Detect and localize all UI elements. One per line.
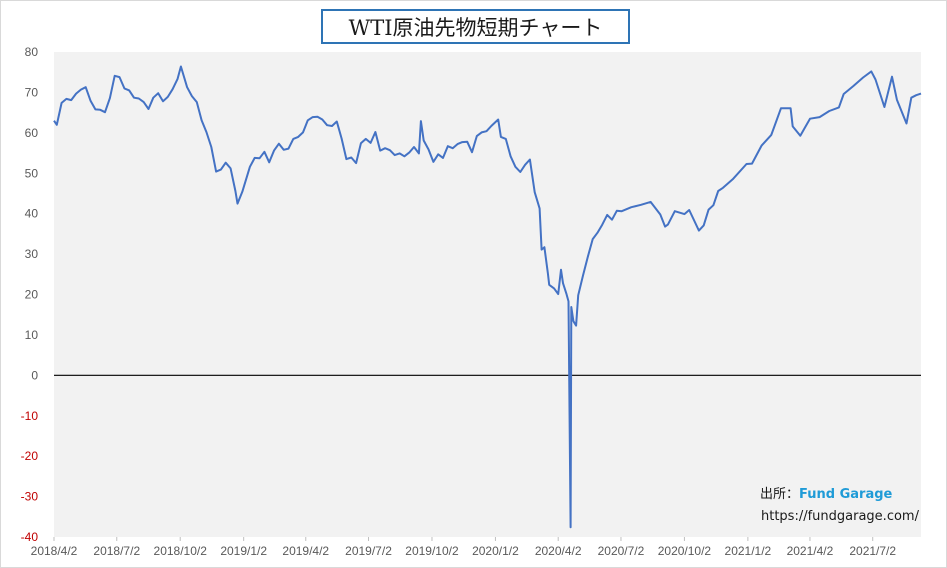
y-tick-label: 30 [25,247,39,261]
y-tick-label: 50 [25,166,39,180]
y-tick-label: 20 [25,288,39,302]
x-tick-label: 2021/1/2 [725,544,772,558]
x-tick-label: 2020/7/2 [598,544,645,558]
x-tick-label: 2020/10/2 [658,544,712,558]
y-tick-label: 60 [25,126,39,140]
plot-area [54,52,921,537]
y-tick-label: -20 [21,449,39,463]
source-label: 出所： [760,487,800,502]
x-tick-label: 2020/1/2 [472,544,519,558]
x-tick-label: 2018/7/2 [93,544,140,558]
y-tick-label: 80 [25,45,39,59]
x-tick-label: 2019/7/2 [345,544,392,558]
y-tick-label: -30 [21,490,39,504]
y-tick-label: 70 [25,85,39,99]
x-tick-label: 2019/10/2 [405,544,459,558]
x-tick-label: 2018/4/2 [31,544,78,558]
y-tick-label: 0 [31,368,38,382]
chart-title: WTI原油先物短期チャート [321,9,630,44]
source-credit: 出所：Fund Garage [760,483,892,502]
brand-name: Fund Garage [799,487,893,502]
series-line-wti [53,65,922,529]
y-tick-label: -40 [21,530,39,544]
x-axis: 2018/4/2 2018/7/2 2018/10/2 2019/1/2 2019/4/… [31,537,896,558]
y-axis: 80 70 60 50 40 30 20 10 0 -10 -20 -30 -40 [21,45,39,544]
y-tick-label: -10 [21,409,39,423]
y-tick-label: 10 [25,328,39,342]
y-tick-label: 40 [25,207,39,221]
x-tick-label: 2021/4/2 [787,544,834,558]
source-url: https://fundgarage.com/ [761,509,919,524]
x-tick-label: 2018/10/2 [154,544,208,558]
x-tick-label: 2020/4/2 [535,544,582,558]
x-tick-label: 2019/1/2 [220,544,267,558]
x-tick-label: 2019/4/2 [282,544,329,558]
x-tick-label: 2021/7/2 [849,544,896,558]
